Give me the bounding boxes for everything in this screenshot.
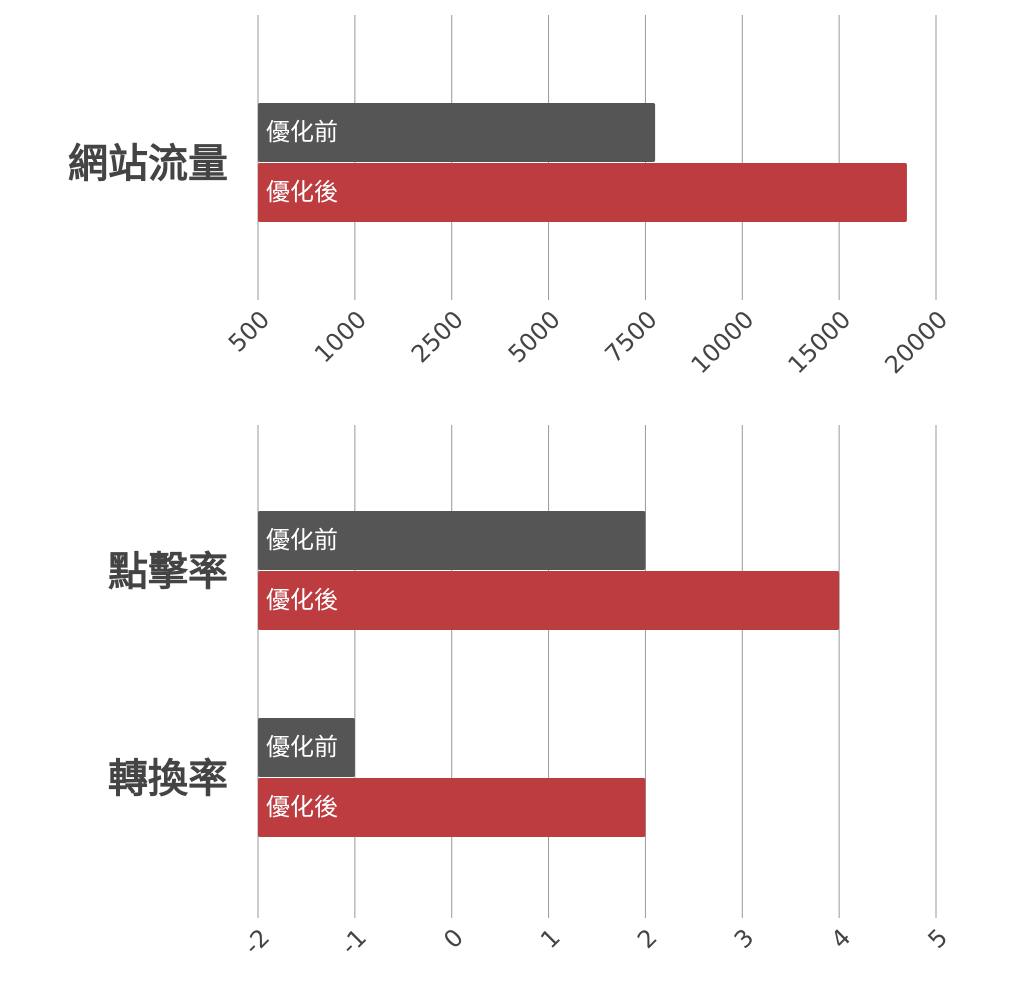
bar-label: 優化後 (266, 586, 338, 614)
bar-label: 優化前 (266, 526, 338, 554)
x-tick-label: 7500 (600, 305, 663, 368)
x-tick-label: 4 (826, 923, 857, 954)
x-tick-label: 500 (223, 305, 275, 357)
x-tick-label: 5 (923, 923, 954, 954)
x-tick-label: 2 (632, 923, 663, 954)
x-tick-label: -2 (238, 923, 275, 960)
bar (258, 718, 355, 777)
x-tick-label: 20000 (879, 305, 953, 379)
x-tick-label: 15000 (783, 305, 857, 379)
bar (258, 163, 907, 222)
bar (258, 103, 656, 162)
category-label: 點擊率 (108, 549, 228, 595)
bar-label: 優化前 (266, 118, 338, 146)
bar-label: 優化後 (266, 178, 338, 206)
x-tick-label: 5000 (503, 305, 566, 368)
x-tick-label: -1 (335, 923, 372, 960)
x-tick-label: 0 (438, 923, 469, 954)
bar (258, 511, 646, 570)
bar-label: 優化後 (266, 793, 338, 821)
bar (258, 571, 840, 630)
x-tick-label: 2500 (406, 305, 469, 368)
x-tick-label: 1 (535, 923, 566, 954)
bar (258, 778, 646, 837)
x-tick-label: 1000 (309, 305, 372, 368)
category-label: 網站流量 (68, 141, 228, 187)
bar-label: 優化前 (266, 733, 338, 761)
category-label: 轉換率 (108, 756, 228, 802)
x-tick-label: 3 (729, 923, 760, 954)
x-tick-label: 10000 (686, 305, 760, 379)
